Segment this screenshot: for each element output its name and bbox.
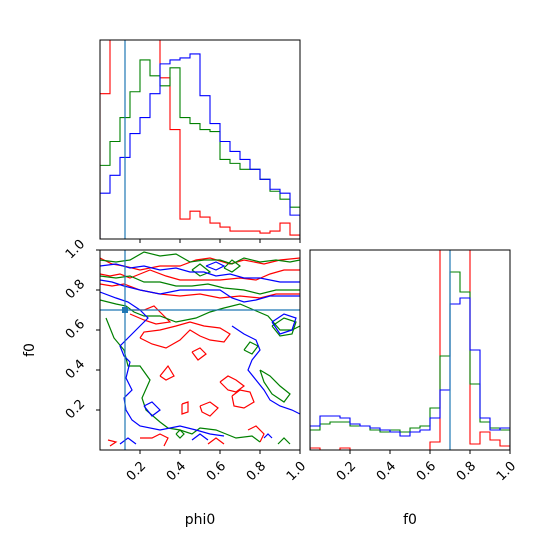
contour-line: [259, 369, 291, 403]
xtick-label: 0.8: [244, 459, 269, 484]
phi0-marginal-ticks: [139, 239, 301, 243]
contour-line: [139, 321, 231, 349]
contour-line: [223, 259, 241, 273]
phi0-histograms: [100, 40, 300, 239]
xtick-label: 0.4: [374, 459, 399, 484]
f0-marginal-panel: [309, 249, 511, 454]
f0-histograms: [310, 250, 510, 450]
contour-line: [199, 401, 219, 417]
contour-line: [191, 433, 209, 441]
xtick-label: 0.6: [204, 459, 229, 484]
contour-line: [263, 433, 273, 439]
contour-line: [271, 313, 297, 335]
contour-line: [143, 401, 161, 417]
contour-line: [271, 317, 297, 337]
histogram-step-line: [310, 297, 510, 450]
phi0-f0-contour-panel: [96, 249, 301, 454]
contour-line: [205, 261, 226, 271]
contour-line: [191, 263, 212, 277]
contour-line: [119, 437, 137, 445]
phi0-marginal-panel: [99, 39, 301, 243]
ytick-label: 1.0: [63, 237, 88, 262]
contour-line: [231, 389, 255, 409]
contour-line: [231, 325, 300, 415]
contour-line: [100, 263, 300, 283]
ytick-label: 0.8: [63, 277, 88, 302]
contour-line: [129, 305, 172, 325]
contour-line: [140, 433, 169, 447]
contour-ticks: [96, 249, 301, 454]
histogram-step-line: [100, 53, 300, 239]
ytick-label: 0.6: [63, 317, 88, 342]
contour-line: [105, 317, 261, 443]
contour-line: [107, 439, 118, 447]
f0-marginal-frame: [309, 249, 511, 451]
y-axis-label-f0: f0: [22, 343, 38, 357]
contour-line: [243, 341, 259, 355]
x-axis-label-phi0: phi0: [185, 512, 216, 528]
ytick-label: 0.2: [63, 397, 88, 422]
contour-line: [247, 425, 265, 443]
contour-line: [191, 347, 207, 361]
xtick-label: 0.2: [124, 459, 149, 484]
contour-line: [100, 291, 225, 437]
contour-line: [277, 437, 291, 445]
phi0-x-tick-labels: 0.2 0.4 0.6 0.8 1.0: [124, 459, 309, 484]
truth-crosshair: [100, 250, 300, 450]
contour-line: [100, 299, 300, 331]
phi0-marginal-frame: [99, 39, 301, 240]
f0-x-tick-labels: 0.2 0.4 0.6 0.8 1.0: [334, 459, 519, 484]
contour-line: [100, 269, 300, 281]
xtick-label: 0.2: [334, 459, 359, 484]
truth-point-marker: [122, 307, 128, 313]
contour-line: [175, 429, 185, 439]
contour-line: [219, 375, 245, 393]
contour-line: [181, 401, 189, 415]
contour-line: [207, 437, 225, 445]
contour-frame: [99, 249, 301, 451]
xtick-label: 1.0: [494, 459, 519, 484]
ytick-label: 0.4: [63, 357, 88, 382]
left-y-tick-labels: 0.2 0.4 0.6 0.8 1.0: [63, 237, 88, 422]
contour-line: [100, 275, 300, 295]
x-axis-label-f0: f0: [403, 512, 417, 528]
xtick-label: 1.0: [284, 459, 309, 484]
xtick-label: 0.8: [454, 459, 479, 484]
xtick-label: 0.6: [414, 459, 439, 484]
xtick-label: 0.4: [164, 459, 189, 484]
f0-marginal-ticks: [349, 450, 511, 454]
contour-lines: [100, 251, 300, 447]
contour-line: [159, 364, 175, 381]
contour-line: [100, 251, 300, 265]
contour-line: [100, 283, 300, 299]
contour-line: [100, 279, 300, 303]
histogram-step-line: [100, 40, 300, 239]
